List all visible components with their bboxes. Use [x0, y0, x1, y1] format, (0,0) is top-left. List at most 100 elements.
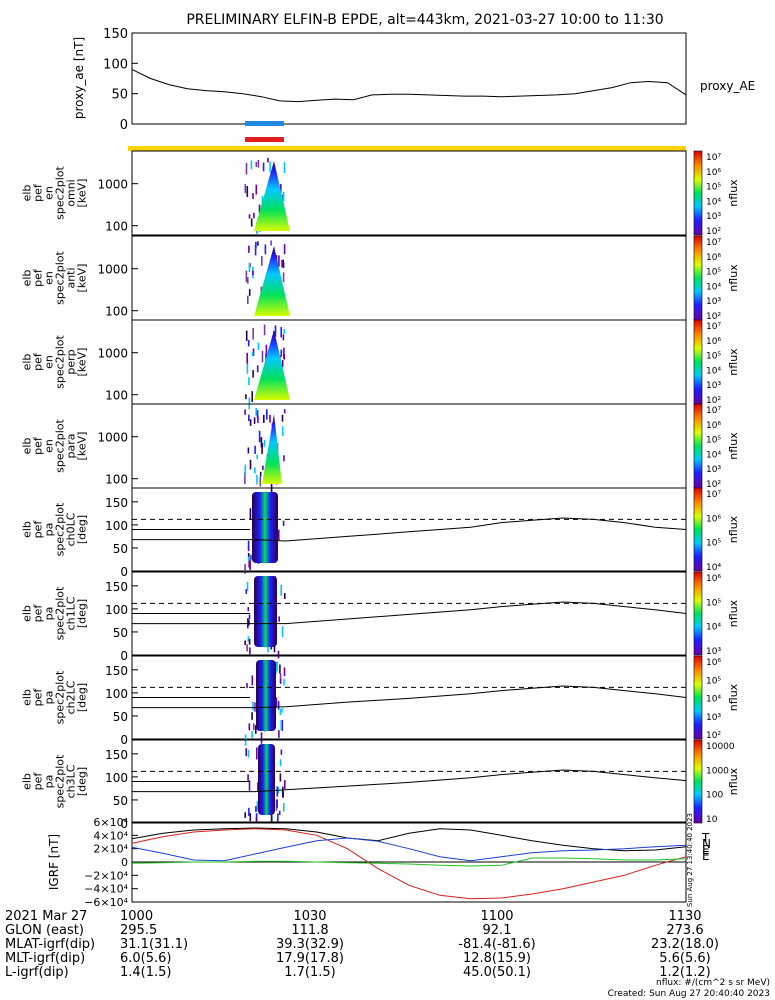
energy-noise-mark — [244, 409, 246, 415]
pa-noise-mark — [278, 529, 280, 541]
colorbar-tick-label: 10⁷ — [706, 406, 721, 416]
colorbar-gradient — [693, 403, 703, 489]
energy-noise-mark — [278, 255, 280, 267]
pa-3-label-line: [deg] — [76, 767, 89, 796]
pa-flux-blob — [256, 660, 276, 731]
colorbar-tick-label: 10⁷ — [706, 153, 721, 163]
energy-tick-label: 100 — [105, 305, 128, 319]
pa-tick-label: 150 — [105, 496, 128, 510]
pa-noise-mark — [251, 712, 253, 720]
energy-noise-mark — [282, 334, 285, 341]
energy-noise-mark — [248, 397, 251, 410]
pa-noise-mark — [249, 554, 251, 560]
colorbar-2: 10⁷ 10⁶ 10⁵ 10⁴ 10³ 10² nflux — [693, 319, 740, 406]
pa-noise-mark — [270, 813, 273, 823]
pa-tick-label: 0 — [120, 565, 128, 579]
pa-noise-mark — [249, 647, 251, 655]
energy-flux-blob — [254, 246, 290, 316]
energy-2-label-line: elb — [21, 354, 34, 371]
energy-panel-frame — [131, 235, 687, 321]
ephemeris-table: 2021 Mar 27 1000 1030 1100 1130 GLON (east) 29… — [5, 909, 719, 980]
energy-noise-mark — [245, 330, 248, 341]
colorbar-tick-label: 10³ — [706, 297, 721, 307]
colorbar-tick-label: 10² — [706, 227, 721, 237]
colorbar-6: 10⁶ 10⁵ 10⁴ 10³ 10² nflux — [693, 655, 740, 741]
energy-panel-frame — [131, 319, 687, 405]
colorbar-tick-label: 10⁴ — [706, 563, 721, 573]
energy-noise-mark — [282, 259, 284, 268]
energy-tick-label: 100 — [105, 389, 128, 403]
pa-noise-mark — [247, 636, 250, 642]
energy-noise-mark — [252, 193, 254, 199]
proxy-ae-tick-label: 100 — [103, 57, 128, 72]
energy-noise-mark — [249, 419, 252, 426]
energy-noise-mark — [250, 218, 253, 227]
ephemeris-row-label: L-igrf(dip) — [5, 965, 69, 980]
energy-noise-mark — [248, 262, 251, 273]
pa-noise-mark — [247, 556, 250, 562]
energy-panel-frame — [131, 403, 687, 489]
footer-created: Created: Sun Aug 27 20:40:40 2023 — [608, 989, 770, 999]
pa-noise-mark — [280, 720, 282, 731]
colorbar-4: 10⁷ 10⁶ 10⁵ 10⁴ nflux — [693, 487, 740, 573]
colorbar-3: 10⁷ 10⁶ 10⁵ 10⁴ 10³ 10² nflux — [693, 403, 740, 490]
colorbar-tick-label: 10³ — [706, 465, 721, 475]
colorbar-tick-label: 10³ — [706, 381, 721, 391]
pa-noise-mark — [248, 614, 251, 620]
colorbar-label: nflux — [727, 432, 740, 460]
colorbar-0: 10⁷ 10⁶ 10⁵ 10⁴ 10³ 10² nflux — [693, 150, 740, 237]
energy-noise-mark — [260, 286, 263, 294]
energy-1-label-line: spec2plot — [54, 251, 67, 305]
pa-noise-mark — [252, 701, 254, 711]
energy-1-label-line: en — [43, 271, 56, 285]
ephemeris-value: 17.9(17.8) — [276, 951, 344, 966]
energy-noise-mark — [281, 426, 284, 436]
colorbar-gradient — [693, 739, 703, 824]
colorbar-tick-label: 10² — [706, 396, 721, 406]
pa-noise-mark — [279, 673, 282, 683]
igrf-line-e — [131, 837, 687, 862]
igrf-tick-label: 2×10⁴ — [93, 843, 128, 856]
energy-noise-mark — [282, 191, 285, 202]
pa-noise-mark — [249, 508, 252, 521]
pa-noise-mark — [278, 810, 281, 815]
colorbar-tick-label: 10⁷ — [706, 322, 721, 332]
pa-noise-mark — [283, 667, 286, 677]
colorbar-tick-label: 10² — [706, 312, 721, 322]
energy-noise-mark — [281, 360, 284, 368]
energy-2-label-line: en — [43, 355, 56, 369]
pa-noise-mark — [277, 701, 280, 710]
energy-flux-blob — [254, 161, 290, 231]
pa-noise-mark — [276, 799, 278, 808]
ephemeris-value: 1130 — [668, 909, 701, 924]
energy-noise-mark — [280, 184, 282, 194]
energy-noise-mark — [256, 475, 258, 485]
energy-noise-mark — [244, 472, 246, 484]
ephemeris-value: 1030 — [293, 909, 326, 924]
pa-tick-label: 100 — [105, 771, 128, 785]
pa-2-label-line: elb — [21, 689, 34, 706]
energy-noise-mark — [254, 445, 256, 454]
pa-tick-label: 50 — [113, 542, 128, 556]
energy-noise-mark — [257, 415, 259, 424]
energy-2-label-line: [keV] — [76, 348, 89, 377]
colorbar-label: nflux — [727, 264, 740, 292]
energy-tick-label: 100 — [105, 220, 128, 234]
ephemeris-value: 5.6(5.6) — [659, 951, 711, 966]
colorbar-gradient — [693, 655, 703, 740]
energy-noise-mark — [270, 240, 272, 246]
energy-noise-mark — [248, 289, 251, 296]
energy-noise-mark — [265, 344, 268, 356]
ephemeris-value: 31.1(31.1) — [120, 937, 188, 952]
pa-noise-mark — [247, 619, 250, 626]
colorbar-5: 10⁶ 10⁵ 10⁴ 10³ nflux — [693, 571, 740, 657]
pa-flux-blob — [254, 576, 277, 647]
ephemeris-value: 1.7(1.5) — [284, 965, 336, 980]
colorbar-tick-label: 10⁵ — [706, 183, 721, 193]
colorbar-tick-label: 10⁴ — [706, 197, 721, 207]
ephemeris-value: 1.2(1.2) — [659, 965, 711, 980]
pa-0-label-line: spec2plot — [54, 502, 67, 556]
ephemeris-value: 12.8(15.9) — [463, 951, 531, 966]
